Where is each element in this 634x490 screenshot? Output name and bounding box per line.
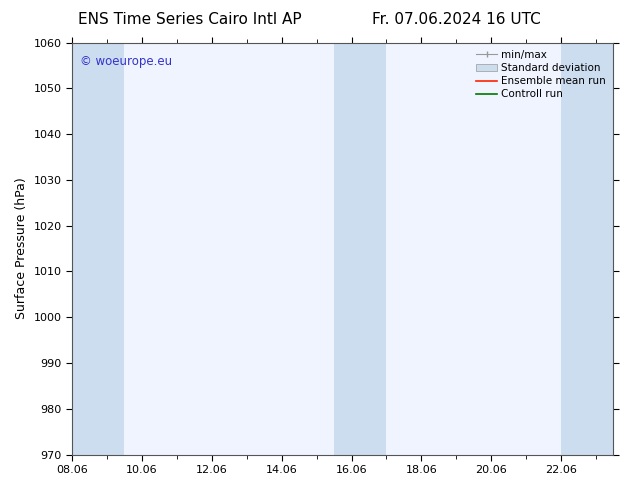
Bar [561, 43, 614, 455]
Text: © woeurope.eu: © woeurope.eu [81, 55, 172, 68]
Bar [72, 43, 124, 455]
Bar [334, 43, 387, 455]
Y-axis label: Surface Pressure (hPa): Surface Pressure (hPa) [15, 178, 28, 319]
Legend: min/max, Standard deviation, Ensemble mean run, Controll run: min/max, Standard deviation, Ensemble me… [474, 48, 608, 101]
Text: ENS Time Series Cairo Intl AP: ENS Time Series Cairo Intl AP [79, 12, 302, 27]
Text: Fr. 07.06.2024 16 UTC: Fr. 07.06.2024 16 UTC [372, 12, 541, 27]
